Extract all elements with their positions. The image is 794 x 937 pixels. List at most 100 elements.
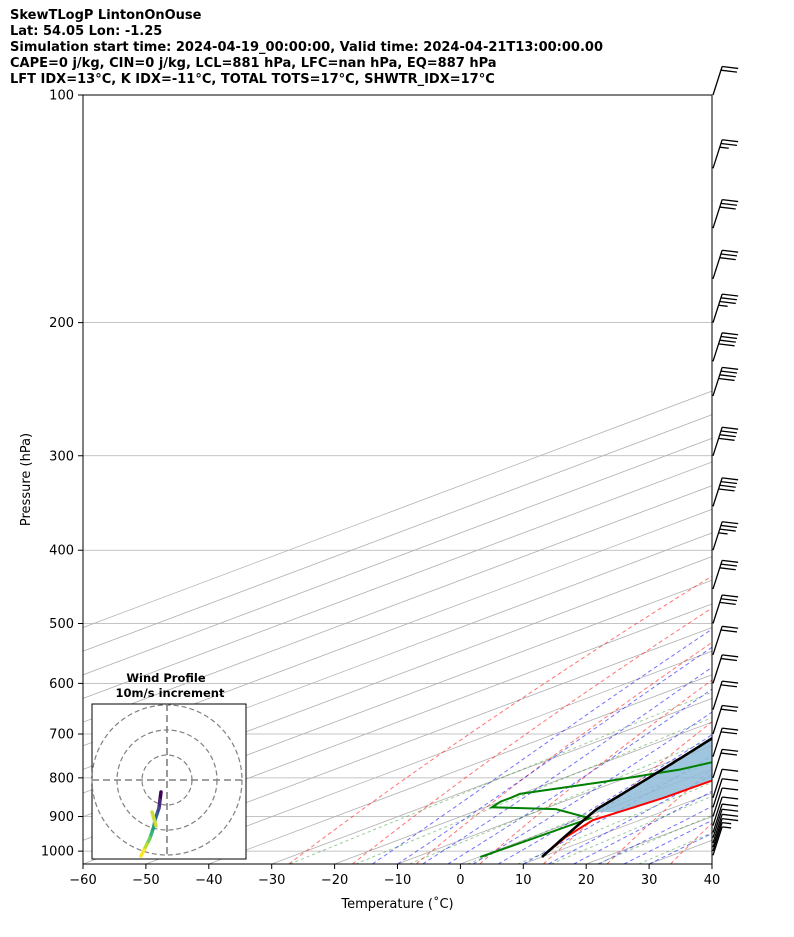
wind-barb xyxy=(712,249,739,279)
moist-adiabat-line xyxy=(422,666,712,864)
wind-barb xyxy=(712,787,739,817)
wind-barb xyxy=(712,768,739,798)
y-tick-label: 900 xyxy=(49,810,74,825)
wind-barb-flag xyxy=(720,563,738,567)
inset-title: Wind Profile xyxy=(126,671,206,685)
wind-barb-staff xyxy=(712,796,723,826)
wind-barb-flag xyxy=(722,796,739,800)
wind-barb xyxy=(712,654,739,684)
wind-barb-flag xyxy=(722,680,739,684)
mixing-ratio-line xyxy=(638,832,712,864)
isotherm-line xyxy=(83,414,712,652)
y-axis-title: Pressure (hPa) xyxy=(19,433,34,526)
wind-barb xyxy=(712,727,739,757)
wind-barb-flag xyxy=(719,484,736,488)
dry-adiabat-line xyxy=(288,575,712,864)
location-line: Lat: 54.05 Lon: -1.25 xyxy=(10,24,163,39)
x-tick-label: 10 xyxy=(515,873,532,888)
wind-barb-staff xyxy=(712,818,723,848)
wind-barb-staff xyxy=(712,778,723,808)
cin-shaded-area xyxy=(593,738,712,813)
dry-adiabat-line xyxy=(415,641,712,864)
wind-barb-flag xyxy=(720,524,738,529)
wind-barb-staff xyxy=(712,477,723,507)
x-tick-label: 30 xyxy=(641,873,658,888)
wind-barb-flag xyxy=(722,727,739,731)
isotherm-line xyxy=(83,603,712,841)
mixing-ratio-line xyxy=(551,795,712,864)
wind-barb-flag xyxy=(720,708,738,712)
wind-barb-flag xyxy=(720,370,738,374)
y-tick-label: 100 xyxy=(49,89,74,104)
wind-barb-flag xyxy=(722,748,739,752)
wind-barb-flag xyxy=(718,377,735,382)
mixing-ratio-line xyxy=(517,781,712,864)
wind-barbs xyxy=(712,65,739,856)
wind-barb-staff xyxy=(712,521,723,551)
wind-barb xyxy=(712,808,739,838)
dry-adiabat-line xyxy=(352,607,712,864)
mixing-ratio-line xyxy=(597,814,712,864)
wind-barb-flag xyxy=(719,206,736,210)
wind-barb xyxy=(712,332,739,362)
wind-barb xyxy=(712,821,732,852)
isotherm-line xyxy=(208,674,712,864)
wind-barb-flag xyxy=(720,752,738,756)
y-tick-label: 500 xyxy=(49,617,74,632)
x-tick-label: 40 xyxy=(704,873,721,888)
wind-barb-staff xyxy=(712,809,723,838)
y-tick-label: 600 xyxy=(49,677,74,692)
wind-barb xyxy=(712,594,739,624)
inset-subtitle: 10m/s increment xyxy=(116,686,225,700)
wind-barb-staff xyxy=(712,594,723,624)
wind-barb-flag xyxy=(720,202,738,206)
wind-barb-flag xyxy=(719,300,736,305)
wind-barb xyxy=(712,796,739,826)
wind-barb-flag xyxy=(720,657,738,662)
wind-barb-staff xyxy=(712,332,723,362)
x-tick-label: −60 xyxy=(69,873,96,888)
wind-barb-flag xyxy=(722,366,739,370)
wind-barb-flag xyxy=(720,598,738,602)
wind-barb-flag xyxy=(719,146,729,149)
wind-barb-flag xyxy=(718,488,735,492)
x-tick-label: −10 xyxy=(384,873,411,888)
chart-title: SkewTLogP LintonOnOuse xyxy=(10,8,202,23)
x-tick-label: −40 xyxy=(195,873,222,888)
wind-barb-staff xyxy=(712,139,723,169)
inset-frame xyxy=(91,703,247,860)
isotherm-line xyxy=(711,863,712,864)
dewpoint-line xyxy=(479,761,712,858)
wind-barb-flag xyxy=(720,253,738,257)
wind-barb xyxy=(712,199,739,229)
isotherm-line xyxy=(83,390,712,628)
x-tick-label: 20 xyxy=(578,873,595,888)
wind-barb-flag xyxy=(718,304,728,307)
wind-barb-flag xyxy=(718,437,735,441)
isotherm-line xyxy=(83,627,712,864)
wind-barb xyxy=(712,704,739,735)
wind-barb-flag xyxy=(722,778,739,782)
wind-barb xyxy=(712,521,739,551)
wind-barb xyxy=(712,778,739,808)
wind-barb xyxy=(712,426,739,456)
isotherm-line xyxy=(334,721,712,864)
wind-barb xyxy=(712,366,739,397)
wind-barb-flag xyxy=(720,684,738,688)
stability-line: CAPE=0 j/kg, CIN=0 j/kg, LCL=881 hPa, LF… xyxy=(10,56,497,71)
wind-barb-flag xyxy=(722,65,739,70)
hodograph-segment xyxy=(150,810,158,828)
parcel-line xyxy=(541,736,712,858)
wind-barb-flag xyxy=(722,803,739,807)
wind-barb-staff xyxy=(712,427,723,456)
wind-barb-staff xyxy=(712,705,723,735)
y-tick-label: 1000 xyxy=(41,845,74,860)
wind-barb-staff xyxy=(712,560,723,590)
wind-barb-staff xyxy=(712,822,723,852)
isotherm-line xyxy=(83,437,712,676)
wind-barb-flag xyxy=(720,480,738,485)
wind-barb-flag xyxy=(719,374,736,378)
wind-barb-flag xyxy=(718,343,735,347)
